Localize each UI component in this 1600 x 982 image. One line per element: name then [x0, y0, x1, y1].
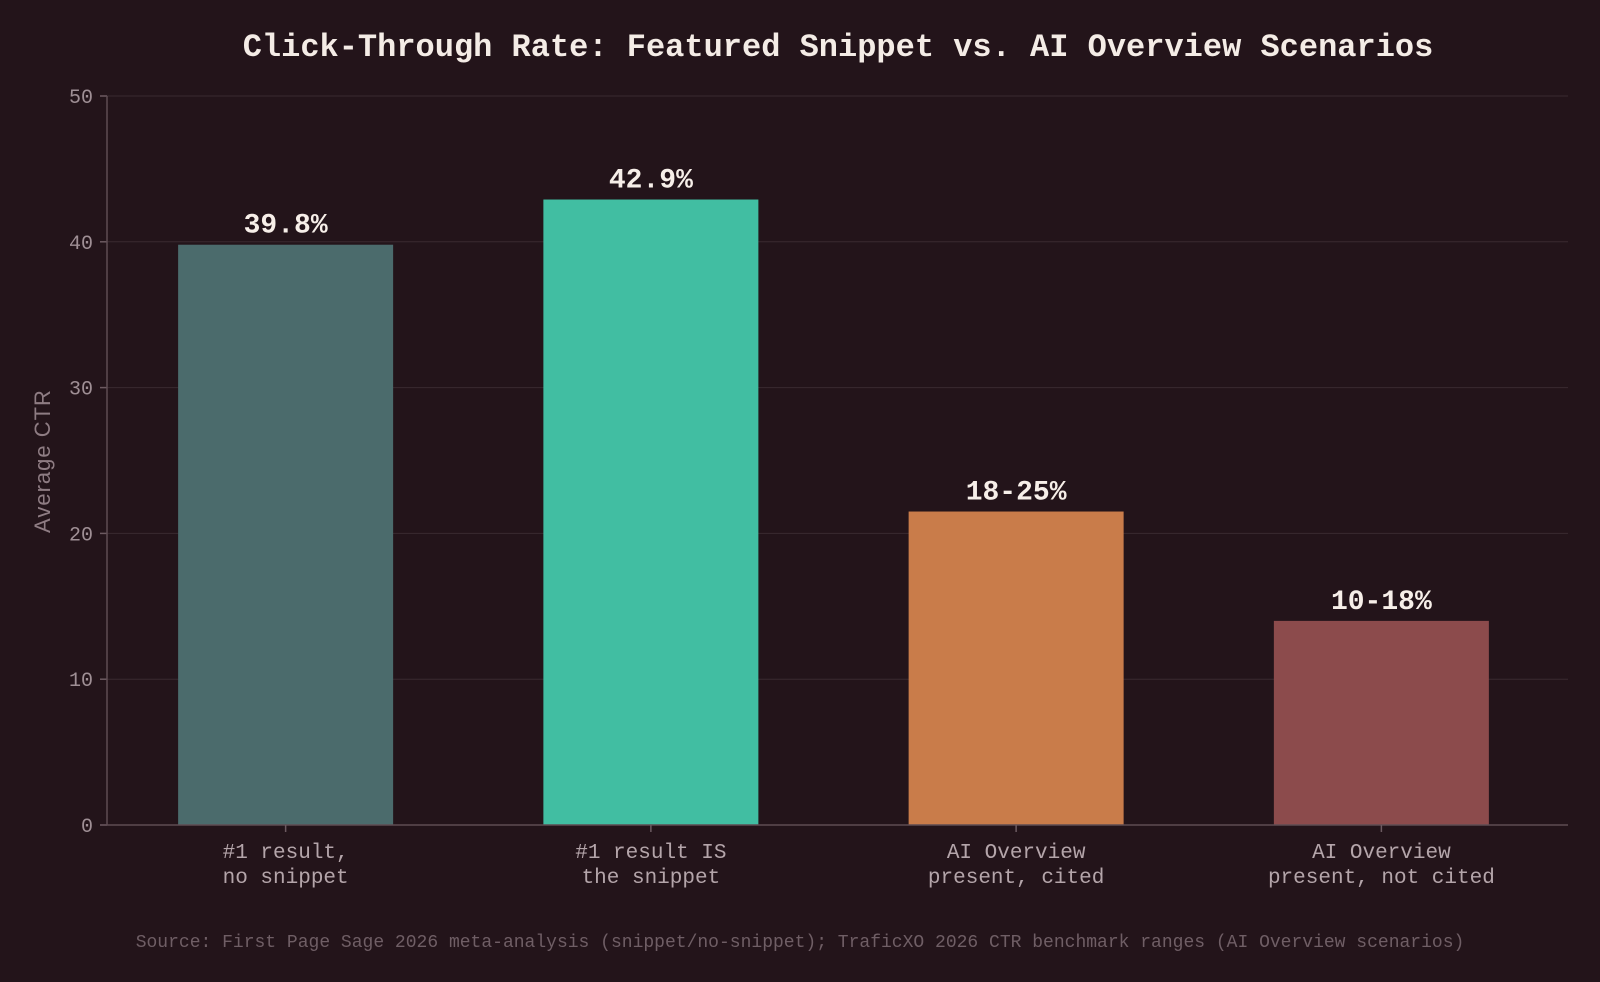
bars — [178, 199, 1489, 825]
y-axis-label: Average CTR — [30, 389, 55, 533]
bar-value-label: 42.9% — [609, 166, 693, 197]
x-tick-label: AI Overview — [947, 842, 1086, 865]
y-tick-label: 0 — [81, 816, 93, 839]
bar — [178, 244, 394, 825]
y-tick-label: 20 — [69, 524, 93, 547]
x-tick-label: AI Overview — [1312, 842, 1451, 865]
y-tick-label: 10 — [69, 670, 93, 693]
bar-value-label: 10-18% — [1331, 587, 1432, 618]
y-tick-label: 40 — [69, 233, 93, 256]
bar-value-label: 18-25% — [966, 478, 1067, 509]
labels: 39.8% #1 result,no snippet 42.9% #1 result … — [223, 166, 1495, 890]
source-note: Source: First Page Sage 2026 meta-analys… — [136, 933, 1465, 953]
bar-value-label: 39.8% — [244, 211, 328, 242]
y-tick-label: 30 — [69, 379, 93, 402]
x-tick-label: #1 result, — [223, 842, 349, 865]
x-tick-label: no snippet — [223, 867, 349, 890]
x-tick-label: the snippet — [582, 867, 721, 890]
axes: 0 10 20 30 40 50 — [69, 87, 1568, 839]
bar — [908, 511, 1124, 825]
bar — [1273, 620, 1489, 825]
x-tick-label: present, not cited — [1268, 867, 1495, 890]
x-tick-label: #1 result IS — [575, 842, 726, 865]
y-tick-label: 50 — [69, 87, 93, 110]
x-tick-label: present, cited — [928, 867, 1104, 890]
chart-title: Click-Through Rate: Featured Snippet vs.… — [243, 29, 1434, 66]
bar — [543, 199, 759, 825]
